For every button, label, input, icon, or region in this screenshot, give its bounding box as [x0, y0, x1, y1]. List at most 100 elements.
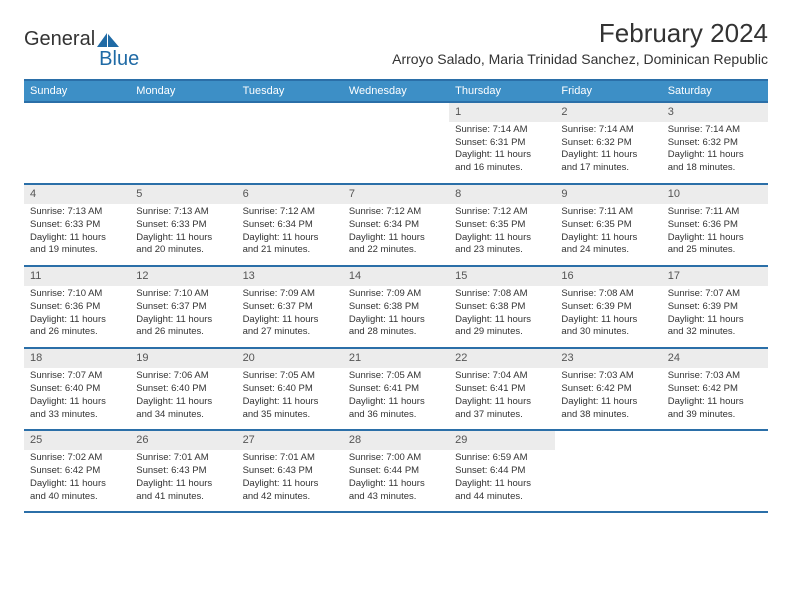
daylight-line-2: and 24 minutes. [561, 244, 655, 257]
day-cell: 2Sunrise: 7:14 AMSunset: 6:32 PMDaylight… [555, 103, 661, 183]
sunset-line: Sunset: 6:39 PM [561, 301, 655, 314]
sunset-line: Sunset: 6:41 PM [349, 383, 443, 396]
daylight-line-2: and 20 minutes. [136, 244, 230, 257]
sunrise-line: Sunrise: 7:10 AM [136, 288, 230, 301]
sunset-line: Sunset: 6:40 PM [30, 383, 124, 396]
date-number: 10 [662, 185, 768, 204]
daylight-line-2: and 30 minutes. [561, 326, 655, 339]
sunrise-line: Sunrise: 7:13 AM [30, 206, 124, 219]
daylight-line-2: and 36 minutes. [349, 409, 443, 422]
sunset-line: Sunset: 6:36 PM [30, 301, 124, 314]
date-number: 25 [24, 431, 130, 450]
daylight-line-2: and 32 minutes. [668, 326, 762, 339]
day-cell: 26Sunrise: 7:01 AMSunset: 6:43 PMDayligh… [130, 431, 236, 511]
day-cell [130, 103, 236, 183]
sunset-line: Sunset: 6:34 PM [349, 219, 443, 232]
daylight-line-2: and 28 minutes. [349, 326, 443, 339]
daylight-line-1: Daylight: 11 hours [30, 478, 124, 491]
daylight-line-2: and 35 minutes. [243, 409, 337, 422]
daylight-line-1: Daylight: 11 hours [455, 478, 549, 491]
daylight-line-1: Daylight: 11 hours [30, 314, 124, 327]
day-cell: 21Sunrise: 7:05 AMSunset: 6:41 PMDayligh… [343, 349, 449, 429]
date-number: 7 [343, 185, 449, 204]
brand-triangle-icon [97, 31, 121, 49]
daylight-line-1: Daylight: 11 hours [455, 232, 549, 245]
date-number: 14 [343, 267, 449, 286]
date-number: 2 [555, 103, 661, 122]
daylight-line-1: Daylight: 11 hours [30, 232, 124, 245]
daylight-line-1: Daylight: 11 hours [668, 232, 762, 245]
date-number: 27 [237, 431, 343, 450]
sunrise-line: Sunrise: 7:01 AM [136, 452, 230, 465]
daylight-line-2: and 42 minutes. [243, 491, 337, 504]
sunrise-line: Sunrise: 7:00 AM [349, 452, 443, 465]
dow-cell: Tuesday [237, 81, 343, 101]
sunset-line: Sunset: 6:32 PM [668, 137, 762, 150]
sunrise-line: Sunrise: 7:13 AM [136, 206, 230, 219]
sunrise-line: Sunrise: 7:05 AM [349, 370, 443, 383]
sunrise-line: Sunrise: 7:03 AM [561, 370, 655, 383]
daylight-line-2: and 25 minutes. [668, 244, 762, 257]
daylight-line-2: and 34 minutes. [136, 409, 230, 422]
daylight-line-2: and 23 minutes. [455, 244, 549, 257]
sunrise-line: Sunrise: 7:05 AM [243, 370, 337, 383]
date-number: 15 [449, 267, 555, 286]
day-cell: 27Sunrise: 7:01 AMSunset: 6:43 PMDayligh… [237, 431, 343, 511]
calendar-grid: SundayMondayTuesdayWednesdayThursdayFrid… [24, 79, 768, 513]
sunset-line: Sunset: 6:33 PM [30, 219, 124, 232]
date-number: 23 [555, 349, 661, 368]
day-cell: 25Sunrise: 7:02 AMSunset: 6:42 PMDayligh… [24, 431, 130, 511]
dow-cell: Sunday [24, 81, 130, 101]
date-number: 21 [343, 349, 449, 368]
daylight-line-1: Daylight: 11 hours [243, 478, 337, 491]
sunset-line: Sunset: 6:39 PM [668, 301, 762, 314]
day-cell: 3Sunrise: 7:14 AMSunset: 6:32 PMDaylight… [662, 103, 768, 183]
day-cell: 17Sunrise: 7:07 AMSunset: 6:39 PMDayligh… [662, 267, 768, 347]
sunrise-line: Sunrise: 7:03 AM [668, 370, 762, 383]
day-cell: 15Sunrise: 7:08 AMSunset: 6:38 PMDayligh… [449, 267, 555, 347]
date-number: 20 [237, 349, 343, 368]
day-cell: 9Sunrise: 7:11 AMSunset: 6:35 PMDaylight… [555, 185, 661, 265]
day-cell: 14 Sunrise: 7:09 AMSunset: 6:38 PMDayligh… [343, 267, 449, 347]
sunrise-line: Sunrise: 7:09 AM [349, 288, 443, 301]
sunset-line: Sunset: 6:37 PM [243, 301, 337, 314]
week-row: 1Sunrise: 7:14 AMSunset: 6:31 PMDaylight… [24, 101, 768, 183]
daylight-line-1: Daylight: 11 hours [561, 149, 655, 162]
day-cell: 13Sunrise: 7:09 AMSunset: 6:37 PMDayligh… [237, 267, 343, 347]
daylight-line-2: and 29 minutes. [455, 326, 549, 339]
day-cell: 18Sunrise: 7:07 AMSunset: 6:40 PMDayligh… [24, 349, 130, 429]
daylight-line-2: and 26 minutes. [136, 326, 230, 339]
day-cell: 11Sunrise: 7:10 AMSunset: 6:36 PMDayligh… [24, 267, 130, 347]
daylight-line-2: and 33 minutes. [30, 409, 124, 422]
sunset-line: Sunset: 6:38 PM [455, 301, 549, 314]
date-number: 12 [130, 267, 236, 286]
date-number: 13 [237, 267, 343, 286]
brand-text-2: Blue [99, 48, 139, 71]
daylight-line-1: Daylight: 11 hours [561, 396, 655, 409]
daylight-line-1: Daylight: 11 hours [243, 396, 337, 409]
sunset-line: Sunset: 6:44 PM [455, 465, 549, 478]
calendar-page: General Blue February 2024 Arroyo Salado… [0, 0, 792, 531]
sunset-line: Sunset: 6:38 PM [349, 301, 443, 314]
sunset-line: Sunset: 6:37 PM [136, 301, 230, 314]
week-row: 25Sunrise: 7:02 AMSunset: 6:42 PMDayligh… [24, 429, 768, 511]
daylight-line-2: and 18 minutes. [668, 162, 762, 175]
date-number: 26 [130, 431, 236, 450]
brand-text-1: General [24, 28, 95, 51]
day-cell: 4Sunrise: 7:13 AMSunset: 6:33 PMDaylight… [24, 185, 130, 265]
daylight-line-1: Daylight: 11 hours [30, 396, 124, 409]
sunrise-line: Sunrise: 7:08 AM [561, 288, 655, 301]
daylight-line-2: and 19 minutes. [30, 244, 124, 257]
day-cell: 1Sunrise: 7:14 AMSunset: 6:31 PMDaylight… [449, 103, 555, 183]
day-cell: 24Sunrise: 7:03 AMSunset: 6:42 PMDayligh… [662, 349, 768, 429]
daylight-line-1: Daylight: 11 hours [349, 314, 443, 327]
daylight-line-1: Daylight: 11 hours [455, 314, 549, 327]
daylight-line-1: Daylight: 11 hours [136, 396, 230, 409]
sunset-line: Sunset: 6:41 PM [455, 383, 549, 396]
daylight-line-1: Daylight: 11 hours [455, 396, 549, 409]
week-row: 18Sunrise: 7:07 AMSunset: 6:40 PMDayligh… [24, 347, 768, 429]
sunset-line: Sunset: 6:42 PM [30, 465, 124, 478]
sunrise-line: Sunrise: 7:12 AM [455, 206, 549, 219]
day-cell: 5Sunrise: 7:13 AMSunset: 6:33 PMDaylight… [130, 185, 236, 265]
dow-cell: Thursday [449, 81, 555, 101]
